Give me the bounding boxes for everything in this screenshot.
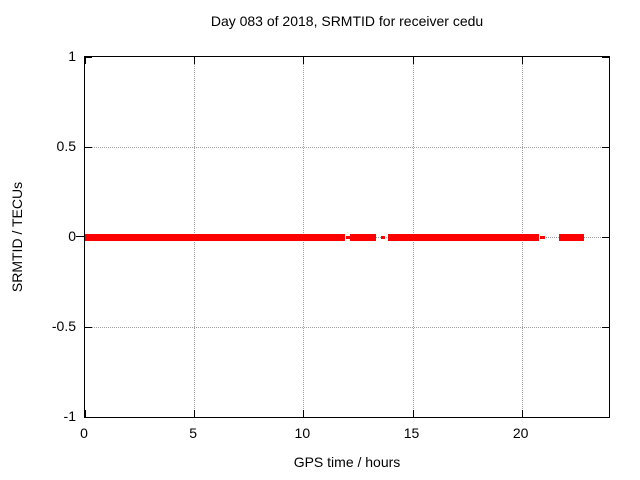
x-tick-mark <box>194 410 196 417</box>
y-tick-mark <box>85 57 92 58</box>
y-tick-mark <box>602 417 609 418</box>
data-segment <box>350 233 377 241</box>
y-tick-label: -0.5 <box>51 318 76 334</box>
y-tick-mark <box>85 147 92 148</box>
y-tick-mark <box>602 147 609 148</box>
y-tick-mark <box>602 57 609 58</box>
y-tick-mark <box>85 417 92 418</box>
y-tick-mark <box>602 237 609 238</box>
y-gridline <box>85 147 609 148</box>
y-tick-mark <box>602 327 609 328</box>
x-tick-label: 5 <box>189 425 198 441</box>
x-tick-label: 15 <box>403 425 420 441</box>
x-tick-mark <box>85 57 86 64</box>
data-segment <box>85 233 345 241</box>
x-tick-label: 10 <box>294 425 311 441</box>
plot-area <box>84 56 610 418</box>
y-gridline <box>85 327 609 328</box>
x-axis-label: GPS time / hours <box>293 454 401 470</box>
y-tick-label: 0 <box>68 228 76 244</box>
data-segment <box>558 233 584 241</box>
y-tick-label: 1 <box>68 48 76 64</box>
x-tick-mark <box>521 57 523 64</box>
x-tick-label: 0 <box>80 425 88 441</box>
chart-title: Day 083 of 2018, SRMTID for receiver ced… <box>210 13 484 29</box>
x-tick-mark <box>521 410 523 417</box>
x-tick-mark <box>412 57 414 64</box>
x-tick-mark <box>412 410 414 417</box>
x-tick-mark <box>303 410 305 417</box>
y-tick-label: -1 <box>63 408 76 424</box>
y-tick-label: 0.5 <box>56 138 76 154</box>
x-tick-mark <box>85 410 86 417</box>
data-segment <box>540 235 545 239</box>
data-segment <box>388 233 540 241</box>
x-tick-mark <box>194 57 196 64</box>
data-segment <box>346 235 350 239</box>
x-tick-mark <box>303 57 305 64</box>
y-tick-mark <box>85 327 92 328</box>
x-tick-label: 20 <box>512 425 529 441</box>
y-zero-outer-tick <box>76 236 84 237</box>
data-segment <box>380 235 386 239</box>
